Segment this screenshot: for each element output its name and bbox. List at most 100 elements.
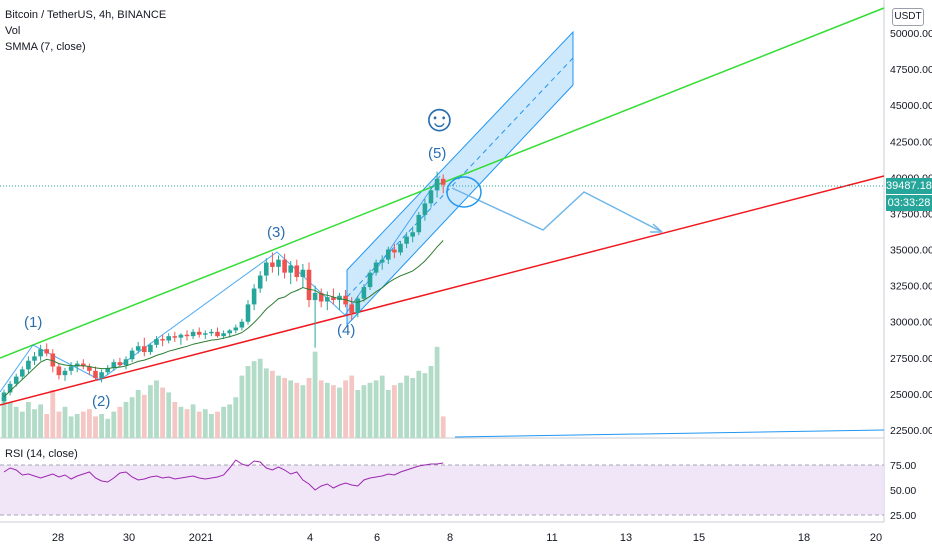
projection-path[interactable] — [451, 187, 663, 233]
long-trendline[interactable] — [454, 429, 885, 438]
volume-bar — [44, 414, 50, 438]
highlight-circle[interactable] — [446, 176, 482, 208]
candle — [349, 297, 354, 321]
symbol-legend[interactable]: Bitcoin / TetherUS, 4h, BINANCE — [5, 9, 167, 21]
smma-line — [3, 240, 444, 398]
volume-bar — [312, 351, 318, 438]
volume-bar — [202, 409, 208, 438]
candle — [361, 284, 367, 302]
candle — [294, 259, 300, 282]
volume-bar — [270, 370, 275, 438]
candle — [20, 366, 25, 380]
time-tick-label: 8 — [447, 532, 453, 544]
candle — [440, 174, 446, 194]
volume-bar — [221, 406, 226, 438]
volume-bar — [19, 411, 25, 438]
candle — [318, 288, 324, 308]
volume-bar — [80, 411, 86, 438]
wave-path[interactable] — [0, 175, 441, 393]
price-tick-label: 25000.00 — [890, 389, 932, 401]
volume-bar — [99, 414, 104, 438]
candle — [111, 359, 117, 371]
volume-bar — [257, 358, 263, 438]
candle — [416, 212, 422, 236]
candle — [215, 327, 220, 338]
rsi-axis[interactable]: 75.00 50.00 25.00 — [890, 460, 916, 522]
candle — [251, 284, 257, 311]
price-axis[interactable]: 50000.0047500.0045000.0042500.0040000.00… — [890, 28, 932, 437]
volume-bar — [26, 402, 31, 438]
volume-bar — [233, 397, 239, 438]
wave-label-4: (4) — [337, 322, 356, 339]
price-tick-label: 50000.00 — [890, 28, 932, 40]
candle — [428, 186, 434, 208]
volume-bar — [190, 404, 196, 438]
volume-bar — [440, 416, 446, 438]
candle — [196, 327, 202, 338]
candle — [166, 333, 171, 344]
volume-bar — [245, 366, 251, 438]
candle — [38, 344, 43, 361]
volume-bar — [398, 382, 403, 438]
volume-bar — [331, 385, 336, 438]
volume-bar — [166, 392, 172, 438]
volume-bar — [239, 375, 245, 438]
projection-arrowhead — [650, 223, 663, 233]
volume-bar — [74, 414, 80, 438]
volume-bar — [87, 409, 92, 438]
smiley-icon: ☺ — [420, 98, 459, 140]
red-trendline[interactable] — [0, 175, 885, 406]
volume-bar — [154, 380, 159, 438]
volume-bar — [227, 404, 233, 438]
volume-bar — [105, 418, 111, 438]
smma-legend[interactable]: SMMA (7, close) — [5, 41, 86, 53]
volume-bar — [7, 402, 13, 438]
candle — [160, 334, 165, 347]
candle — [142, 337, 147, 357]
candle — [422, 199, 428, 221]
time-tick-label: 2021 — [189, 532, 213, 544]
volume-bar — [373, 380, 379, 438]
price-tick-label: 35000.00 — [890, 245, 932, 257]
volume-legend[interactable]: Vol — [5, 25, 21, 37]
time-axis[interactable]: 28 30 2021 4 6 8 11 13 15 18 20 — [52, 532, 882, 544]
currency-button[interactable]: USDT — [892, 8, 924, 26]
volume-bar — [434, 346, 440, 438]
volume-bar — [62, 406, 68, 438]
drawing-layer[interactable] — [0, 7, 885, 438]
candle — [288, 261, 293, 285]
candle — [148, 343, 153, 355]
volume-bar — [385, 390, 391, 438]
time-tick-label: 30 — [123, 532, 135, 544]
channel-fill[interactable] — [346, 30, 574, 327]
candle — [325, 291, 330, 311]
candle — [7, 380, 13, 396]
volume-bar — [361, 385, 367, 438]
candle — [87, 363, 92, 376]
volume-bar — [160, 387, 165, 438]
candle — [392, 243, 397, 259]
rsi-tick-label: 50.00 — [890, 485, 916, 497]
volume-bar — [123, 402, 129, 438]
candle — [257, 271, 263, 293]
volume-bar — [306, 378, 312, 438]
candle — [337, 292, 342, 311]
candle — [62, 367, 68, 381]
candle — [331, 288, 336, 305]
volume-bar — [1, 397, 7, 438]
rsi-tick-label: 75.00 — [890, 460, 916, 472]
candle — [117, 357, 123, 367]
candle — [410, 226, 415, 243]
candle — [172, 331, 178, 342]
volume-bar — [428, 366, 434, 438]
candle — [300, 263, 306, 288]
volume-bar — [379, 375, 385, 438]
wave-label-1: (1) — [24, 314, 43, 331]
volume-bar — [343, 380, 348, 438]
rsi-legend[interactable]: RSI (14, close) — [5, 448, 78, 460]
volume-bar — [215, 411, 220, 438]
price-tick-label: 42500.00 — [890, 136, 932, 148]
volume-bar — [111, 411, 117, 438]
